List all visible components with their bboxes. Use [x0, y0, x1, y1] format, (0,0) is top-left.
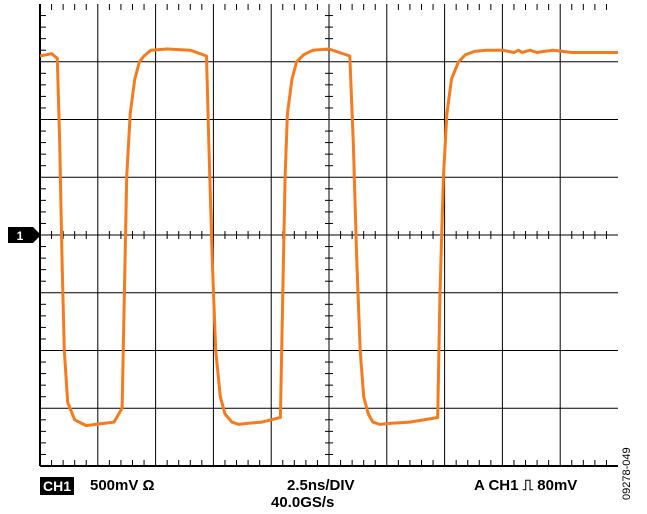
timebase-readout: 2.5ns/DIV	[287, 477, 355, 494]
vertical-scale-readout: 500mV Ω	[90, 477, 155, 494]
figure-id: 09278-049	[621, 447, 633, 500]
graticule-grid	[39, 4, 618, 467]
channel-badge: CH1	[40, 477, 75, 495]
graticule-ticks	[40, 4, 607, 466]
waveform-trace	[39, 47, 618, 428]
sample-rate-readout: 40.0GS/s	[271, 494, 335, 511]
ground-level-marker-label: 1	[17, 229, 24, 243]
ground-level-marker: 1	[8, 227, 41, 243]
trigger-readout: A CH1 ⎍ 80mV	[474, 477, 578, 494]
